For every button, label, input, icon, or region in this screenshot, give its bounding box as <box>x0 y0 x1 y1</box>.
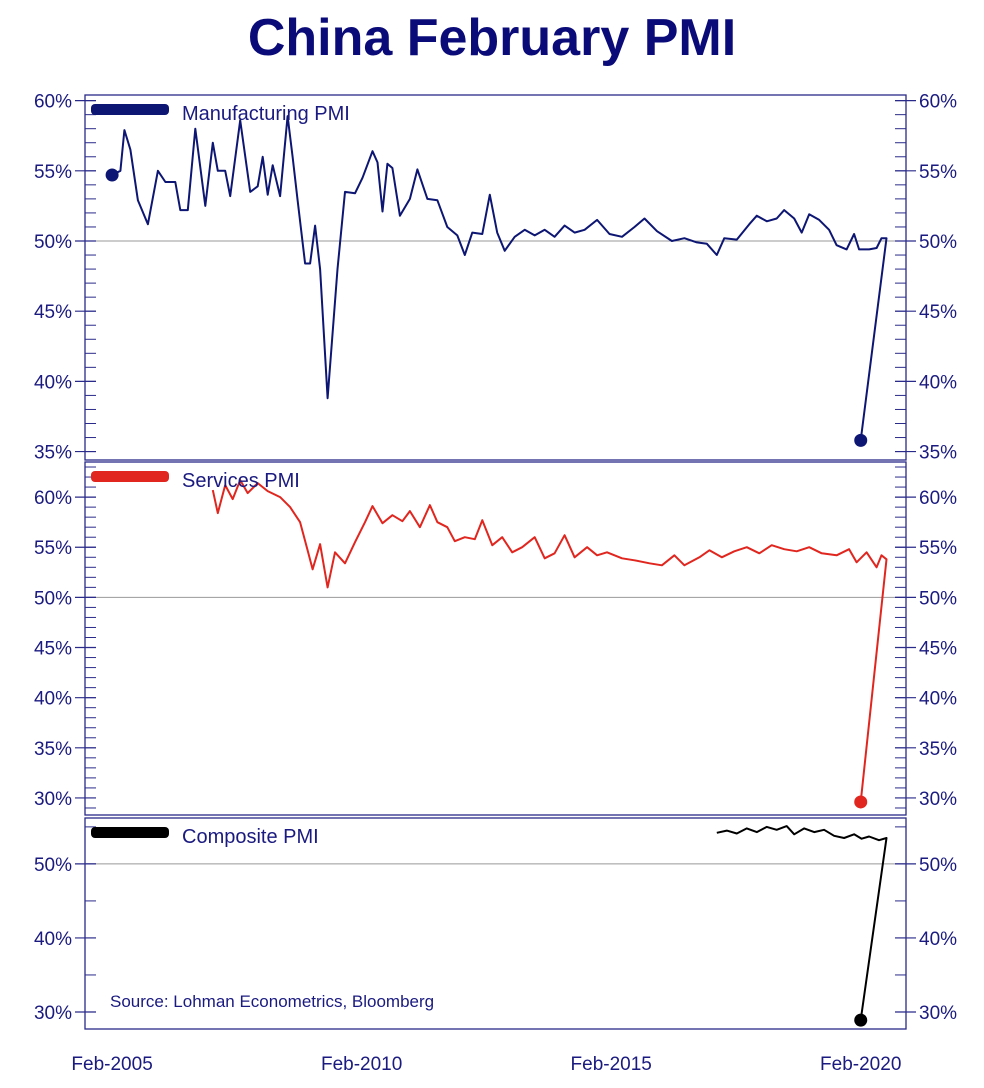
services-pmi-endpoint-dot <box>854 795 868 809</box>
composite-pmi-y-tick-label-left: 50% <box>34 855 72 876</box>
composite-pmi-frame <box>84 817 907 1030</box>
services-pmi-y-tick-label-left: 45% <box>34 639 72 660</box>
manufacturing-pmi-y-tick-label-right: 50% <box>919 232 957 253</box>
manufacturing-pmi-endpoint-dot <box>105 168 119 182</box>
manufacturing-pmi-series-line <box>111 115 888 441</box>
services-pmi-frame <box>84 461 907 816</box>
manufacturing-pmi-y-tick-label-right: 35% <box>919 443 957 464</box>
services-pmi-y-tick-label-left: 55% <box>34 538 72 559</box>
manufacturing-pmi-endpoint-dot <box>854 433 868 447</box>
manufacturing-pmi-y-tick-label-right: 55% <box>919 162 957 183</box>
composite-pmi-endpoint-dot <box>854 1013 868 1027</box>
services-pmi-legend-swatch <box>91 471 169 482</box>
manufacturing-pmi-y-tick-label-left: 35% <box>34 443 72 464</box>
services-pmi-series-line <box>211 479 888 803</box>
composite-pmi-y-tick-label-right: 50% <box>919 855 957 876</box>
composite-pmi-legend-swatch <box>91 827 169 838</box>
composite-pmi-y-tick-label-left: 30% <box>34 1003 72 1024</box>
services-pmi-y-tick-label-right: 45% <box>919 639 957 660</box>
manufacturing-pmi-y-tick-label-left: 50% <box>34 232 72 253</box>
manufacturing-pmi-y-tick-label-left: 60% <box>34 92 72 113</box>
services-pmi-y-tick-label-left: 40% <box>34 689 72 710</box>
composite-pmi-series-line <box>716 825 888 1021</box>
manufacturing-pmi-y-tick-label-right: 45% <box>919 302 957 323</box>
services-pmi-y-tick-label-right: 55% <box>919 538 957 559</box>
services-pmi-y-tick-label-right: 35% <box>919 739 957 760</box>
services-pmi-y-tick-label-right: 50% <box>919 588 957 609</box>
manufacturing-pmi-legend-label: Manufacturing PMI <box>182 103 350 125</box>
manufacturing-pmi-frame <box>84 94 907 461</box>
services-pmi-y-tick-label-left: 30% <box>34 789 72 810</box>
manufacturing-pmi-y-tick-label-left: 55% <box>34 162 72 183</box>
services-pmi-y-tick-label-left: 35% <box>34 739 72 760</box>
x-tick-label: Feb-2005 <box>71 1054 152 1075</box>
x-tick-label: Feb-2010 <box>321 1054 402 1075</box>
services-pmi-y-tick-label-right: 40% <box>919 689 957 710</box>
source-note: Source: Lohman Econometrics, Bloomberg <box>110 992 434 1011</box>
chart-title: China February PMI <box>247 9 737 67</box>
composite-pmi-y-tick-label-left: 40% <box>34 929 72 950</box>
composite-pmi-legend-label: Composite PMI <box>182 826 319 848</box>
manufacturing-pmi-y-tick-label-right: 60% <box>919 92 957 113</box>
composite-pmi-y-tick-label-right: 30% <box>919 1003 957 1024</box>
manufacturing-pmi-legend-swatch <box>91 104 169 115</box>
services-pmi-y-tick-label-right: 30% <box>919 789 957 810</box>
manufacturing-pmi-y-tick-label-right: 40% <box>919 372 957 393</box>
manufacturing-pmi-y-tick-label-left: 40% <box>34 372 72 393</box>
composite-pmi-y-tick-label-right: 40% <box>919 929 957 950</box>
x-tick-label: Feb-2020 <box>820 1054 901 1075</box>
services-pmi-legend-label: Services PMI <box>182 470 300 492</box>
x-tick-label: Feb-2015 <box>571 1054 652 1075</box>
services-pmi-y-tick-label-left: 50% <box>34 588 72 609</box>
services-pmi-y-tick-label-right: 60% <box>919 488 957 509</box>
manufacturing-pmi-y-tick-label-left: 45% <box>34 302 72 323</box>
services-pmi-y-tick-label-left: 60% <box>34 488 72 509</box>
